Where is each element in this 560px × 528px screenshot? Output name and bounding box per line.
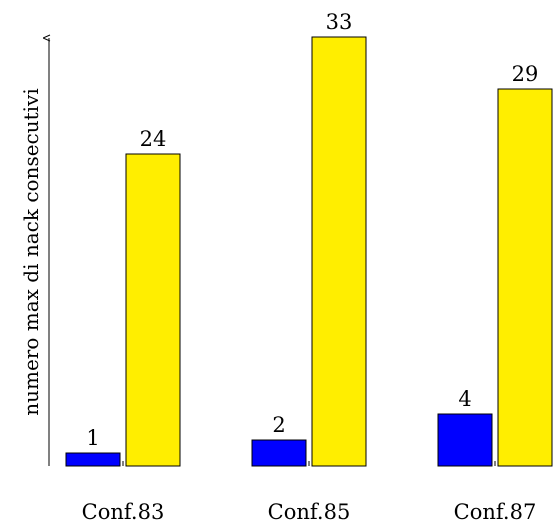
bar-Conf.85-series2 xyxy=(311,36,367,467)
data-label: 24 xyxy=(140,127,167,151)
data-label: 2 xyxy=(272,413,285,437)
y-axis-label: numero max di nack consecutivi xyxy=(19,88,43,416)
data-label: 33 xyxy=(326,10,353,34)
bar-Conf.87-series2 xyxy=(497,88,553,467)
data-label: 4 xyxy=(458,387,471,411)
data-label: 29 xyxy=(512,62,539,86)
bar-Conf.83-series1 xyxy=(65,452,121,467)
x-tick-label: Conf.83 xyxy=(82,500,165,524)
bar-Conf.83-series2 xyxy=(125,153,181,467)
x-tick-label: Conf.85 xyxy=(268,500,351,524)
bars-group xyxy=(65,36,553,467)
data-label: 1 xyxy=(86,426,99,450)
x-tick-label: Conf.87 xyxy=(454,500,537,524)
labels-group: 1 24 Conf.83 2 33 Conf.85 4 29 Conf.87 xyxy=(82,10,539,524)
bar-Conf.87-series1 xyxy=(437,413,493,467)
bar-Conf.85-series1 xyxy=(251,439,307,467)
